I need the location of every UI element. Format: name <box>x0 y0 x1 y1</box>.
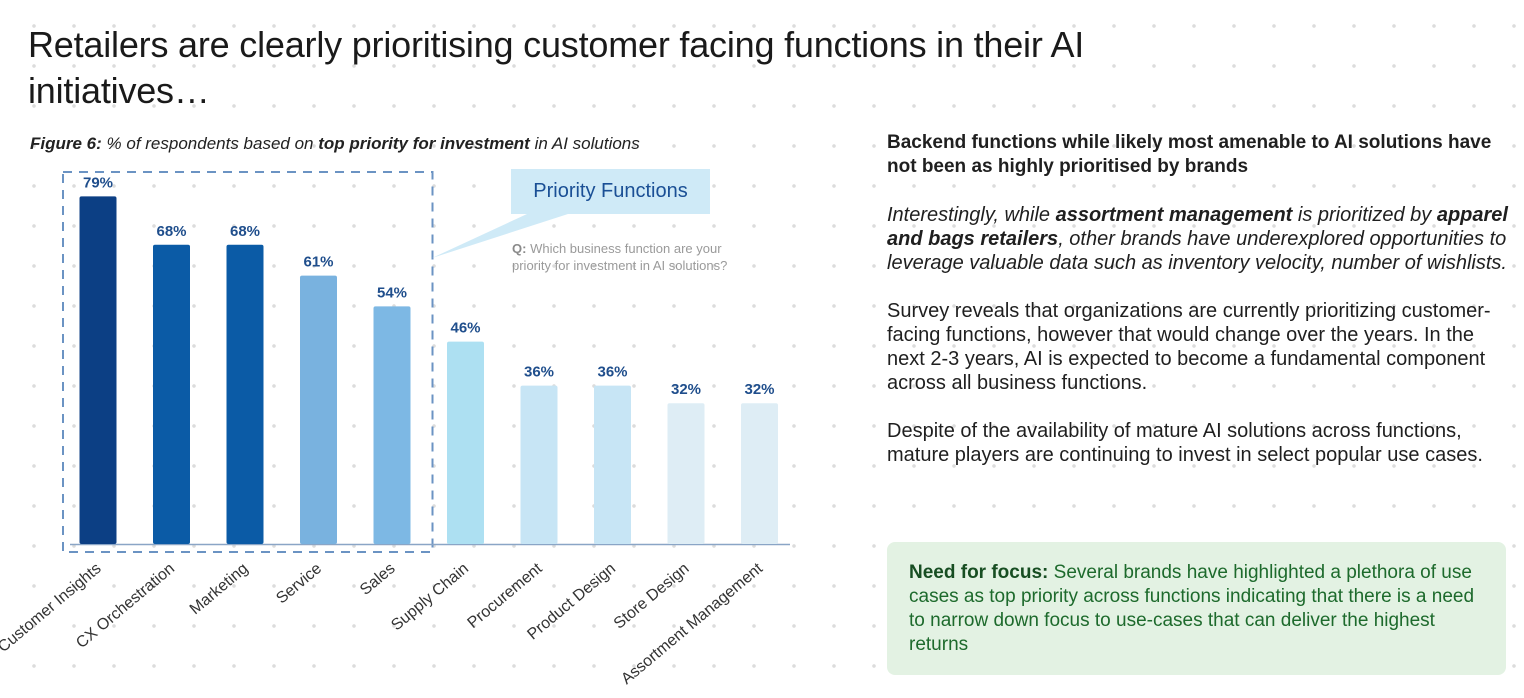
bar-0 <box>79 196 117 544</box>
bar-7 <box>594 385 631 544</box>
focus-text: Several brands have highlighted a pletho… <box>909 562 1475 655</box>
tick-label-4: Sales <box>357 560 399 599</box>
priority-group-box <box>62 171 434 553</box>
tick-label-3: Service <box>273 560 325 607</box>
commentary-paragraph-3: Despite of the availability of mature AI… <box>887 420 1483 466</box>
figure-caption: Figure 6: % of respondents based on top … <box>30 134 640 154</box>
commentary-subhead: Backend functions while likely most amen… <box>887 132 1492 177</box>
question-text: Which business function are your priorit… <box>512 241 728 273</box>
focus-label: Need for focus: <box>909 562 1049 583</box>
data-label-2: 68% <box>230 223 260 240</box>
bar-6 <box>520 385 558 544</box>
p1-bold-b: apparel and bags retailers <box>887 204 1508 250</box>
page-title: Retailers are clearly prioritising custo… <box>28 24 1085 111</box>
data-label-1: 68% <box>156 223 186 240</box>
tick-label-5: Supply Chain <box>388 560 472 634</box>
need-for-focus-box: Need for focus: Several brands have high… <box>887 542 1506 675</box>
data-label-8: 32% <box>671 381 701 398</box>
tick-label-6: Procurement <box>464 560 546 632</box>
data-label-4: 54% <box>377 284 407 301</box>
priority-functions-callout: Priority Functions <box>511 169 710 214</box>
data-label-7: 36% <box>597 364 627 381</box>
p1-text-a: Interestingly, while <box>887 204 1056 226</box>
figure-caption-pre: % of respondents based on <box>106 134 314 153</box>
bar-5 <box>447 341 484 544</box>
figure-label: Figure 6: <box>30 134 102 153</box>
data-label-3: 61% <box>303 254 333 271</box>
data-label-5: 46% <box>450 320 480 337</box>
bar-4 <box>373 306 411 544</box>
bar-3 <box>300 275 337 544</box>
data-label-0: 79% <box>83 174 113 191</box>
data-label-6: 36% <box>524 364 554 381</box>
data-label-9: 32% <box>744 381 774 398</box>
survey-question: Q: Which business function are your prio… <box>512 240 752 274</box>
bar-2 <box>226 244 264 545</box>
bar-8 <box>667 403 705 544</box>
question-label: Q: <box>512 241 527 256</box>
commentary-panel: Backend functions while likely most amen… <box>887 131 1517 467</box>
commentary-paragraph-1: Interestingly, while assortment manageme… <box>887 203 1517 275</box>
p1-bold-a: assortment management <box>1055 204 1293 226</box>
figure-caption-bold: top priority for investment <box>318 134 530 153</box>
p1-text-b: is prioritized by <box>1292 204 1437 226</box>
commentary-paragraph-2: Survey reveals that organizations are cu… <box>887 300 1491 394</box>
bar-1 <box>153 244 190 545</box>
tick-label-9: Assortment Management <box>618 560 766 688</box>
p1-text-c: , other brands have underexplored opport… <box>887 228 1507 274</box>
figure-caption-post: in AI solutions <box>534 134 640 153</box>
tick-label-2: Marketing <box>187 560 252 618</box>
bar-9 <box>741 403 778 544</box>
